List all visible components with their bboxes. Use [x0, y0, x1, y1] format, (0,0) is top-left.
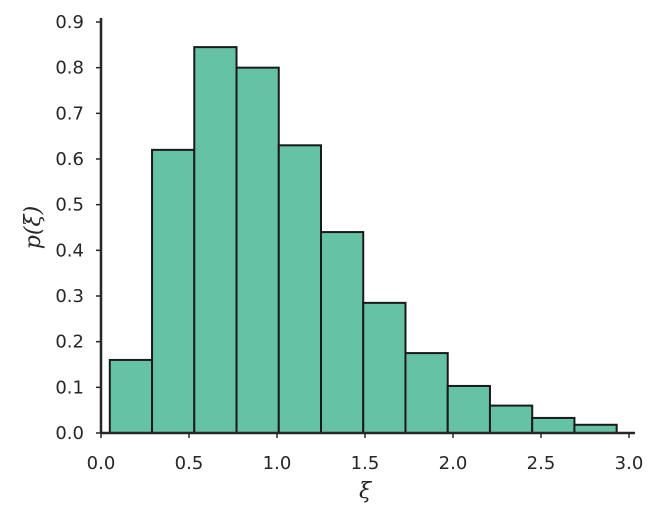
x-tick-label: 2.0: [439, 453, 468, 474]
y-tick-label: 0.2: [55, 332, 84, 353]
histogram-bar: [235, 66, 280, 435]
y-tick-label: 0.1: [55, 377, 84, 398]
x-tick-label: 0.5: [175, 453, 204, 474]
y-ticks-group: 0.0 0.1 0.2 0.3 0.4 0.5 0.6 0.7 0.8 0.9: [55, 12, 101, 444]
histogram-bar: [320, 231, 365, 434]
y-tick-label: 0.4: [55, 240, 84, 261]
axes-group: [99, 18, 635, 435]
y-axis-label: p(ξ): [21, 206, 46, 249]
histogram-bar: [531, 416, 576, 434]
histogram-bar: [362, 301, 407, 434]
histogram-bar: [404, 352, 449, 435]
x-tick-label: 1.0: [263, 453, 292, 474]
x-axis-label: ξ: [359, 479, 373, 504]
histogram-bar: [108, 358, 154, 434]
y-tick-label: 0.7: [55, 103, 84, 124]
histogram-bar: [446, 384, 491, 435]
y-tick-label: 0.8: [55, 58, 84, 79]
y-tick-label: 0.0: [55, 423, 84, 444]
x-tick-label: 0.0: [87, 453, 116, 474]
x-tick-label: 2.5: [527, 453, 556, 474]
y-tick-label: 0.5: [55, 195, 84, 216]
histogram-bar: [193, 46, 238, 434]
histogram-bar: [488, 404, 534, 435]
x-tick-label: 3.0: [615, 453, 644, 474]
histogram-bar: [277, 144, 323, 435]
y-tick-label: 0.6: [55, 149, 84, 170]
y-tick-label: 0.9: [55, 12, 84, 33]
x-ticks-group: 0.0 0.5 1.0 1.5 2.0 2.5 3.0: [87, 433, 644, 474]
histogram-bar: [151, 148, 196, 434]
y-tick-label: 0.3: [55, 286, 84, 307]
bars-group: [108, 46, 618, 435]
x-tick-label: 1.5: [351, 453, 380, 474]
